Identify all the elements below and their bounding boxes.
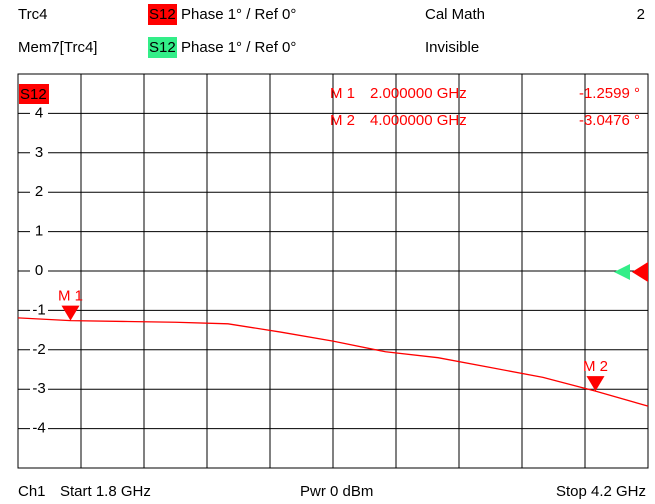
readout-value: -3.0476 °: [579, 112, 640, 129]
param: S12: [149, 6, 176, 23]
plot-label: S12: [20, 86, 47, 103]
readout-x: 4.000000 GHz: [370, 112, 467, 129]
param-badge: [148, 4, 177, 25]
y-tick-label: -2: [32, 341, 45, 358]
marker: [61, 305, 80, 321]
trace: [17, 317, 649, 407]
format: Phase 1° / Ref 0°: [181, 39, 296, 56]
tick-label-bg: [30, 420, 48, 437]
marker-label: M 2: [583, 358, 608, 375]
tick-label-bg: [30, 223, 48, 240]
trace-name: Trc4: [18, 6, 47, 23]
footer-channel: Ch1: [18, 483, 46, 500]
tick-label-bg: [30, 144, 48, 161]
info: Cal Math: [425, 6, 485, 23]
trace-name: Mem7[Trc4]: [18, 39, 97, 56]
ref-arrow: [614, 264, 630, 280]
readout-value: -1.2599 °: [579, 85, 640, 102]
readout-x: 2.000000 GHz: [370, 85, 467, 102]
tick-label-bg: [30, 263, 48, 279]
marker-label: M 1: [58, 288, 83, 305]
y-tick-label: -4: [32, 420, 45, 437]
readout-label: M 2: [330, 112, 355, 129]
tick-label-bg: [30, 184, 48, 201]
info: Invisible: [425, 39, 479, 56]
footer-stop: Stop 4.2 GHz: [556, 483, 646, 500]
y-tick-label: 4: [35, 104, 43, 121]
tick-label-bg: [30, 341, 48, 358]
footer-power: Pwr 0 dBm: [300, 483, 373, 500]
tick-label-bg: [30, 381, 48, 398]
y-tick-label: -1: [32, 301, 45, 318]
param: S12: [149, 39, 176, 56]
y-tick-label: 1: [35, 223, 43, 240]
readout-label: M 1: [330, 85, 355, 102]
marker: [586, 376, 605, 392]
param-badge: [148, 37, 177, 58]
y-tick-label: 2: [35, 183, 43, 200]
channel-number: 2: [637, 6, 645, 23]
format: Phase 1° / Ref 0°: [181, 6, 296, 23]
footer-start: Start 1.8 GHz: [60, 483, 151, 500]
y-tick-label: 3: [35, 144, 43, 161]
ref-arrow: [632, 262, 648, 282]
tick-label-bg: [30, 302, 48, 319]
y-tick-label: -3: [32, 380, 45, 397]
plot-label-badge: [19, 84, 49, 104]
tick-label-bg: [30, 105, 48, 122]
y-tick-label: 0: [35, 262, 43, 279]
